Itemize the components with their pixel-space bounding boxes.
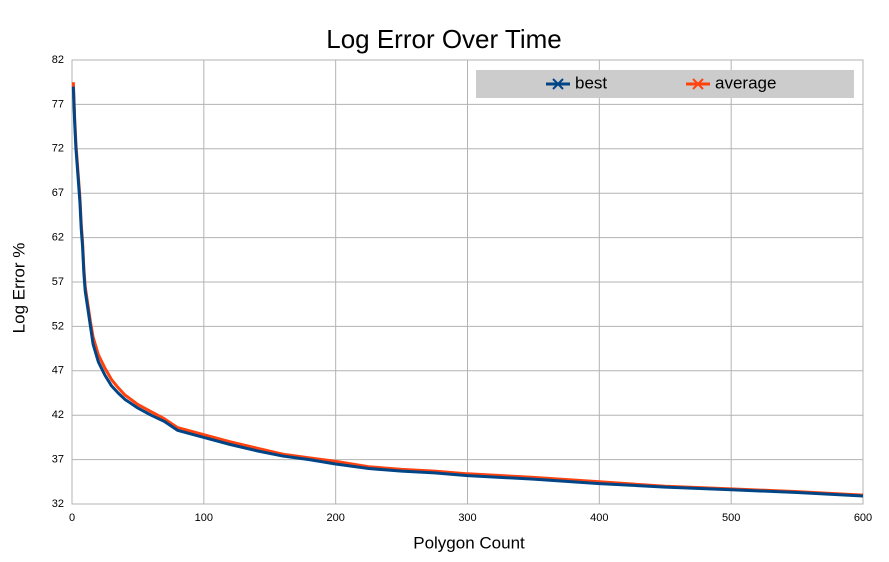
y-tick-label: 72 xyxy=(52,143,64,155)
x-tick-label: 500 xyxy=(722,512,740,524)
x-tick-label: 200 xyxy=(326,512,344,524)
y-tick-label: 37 xyxy=(52,454,64,466)
legend-label: average xyxy=(715,73,776,92)
y-tick-label: 42 xyxy=(52,409,64,421)
x-tick-label: 100 xyxy=(195,512,213,524)
y-tick-label: 52 xyxy=(52,320,64,332)
y-tick-label: 62 xyxy=(52,232,64,244)
x-axis-label: Polygon Count xyxy=(413,533,525,552)
chart-title: Log Error Over Time xyxy=(326,24,562,54)
y-tick-label: 67 xyxy=(52,187,64,199)
plot-border xyxy=(71,59,864,505)
x-tick-label: 600 xyxy=(854,512,872,524)
y-axis-label: Log Error % xyxy=(9,243,28,334)
legend-marker xyxy=(552,78,564,90)
x-tick-label: 400 xyxy=(590,512,608,524)
y-tick-label: 57 xyxy=(52,276,64,288)
legend: best average xyxy=(476,70,854,98)
y-tick-label: 82 xyxy=(52,54,64,66)
legend-marker xyxy=(692,78,704,90)
y-tick-label: 47 xyxy=(52,365,64,377)
x-tick-label: 0 xyxy=(69,512,75,524)
y-tick-label: 32 xyxy=(52,498,64,510)
y-tick-label: 77 xyxy=(52,98,64,110)
legend-box xyxy=(476,70,854,98)
data-line xyxy=(71,86,864,498)
legend-label: best xyxy=(575,73,607,92)
x-tick-label: 300 xyxy=(458,512,476,524)
